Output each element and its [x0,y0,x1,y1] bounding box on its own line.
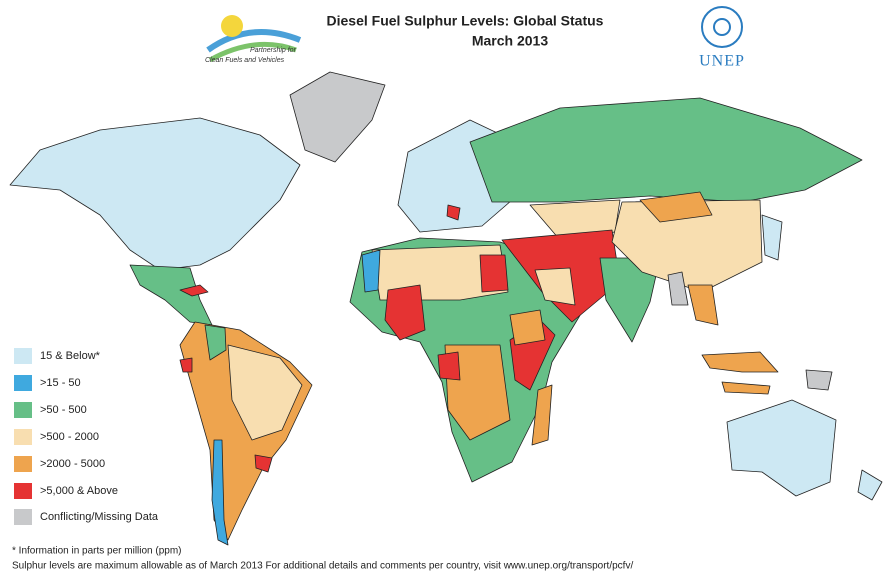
logo-sun [221,15,243,37]
subtitle: March 2013 [472,33,548,49]
country-region [179,357,193,373]
country-region [469,97,863,203]
country-region [9,117,301,271]
legend-swatch [14,456,32,472]
legend-label: >5,000 & Above [40,485,118,497]
legend-label: >15 - 50 [40,377,81,389]
country-region [437,351,461,381]
logo-swoosh [208,41,297,63]
country-region [129,264,213,326]
country-region [857,469,883,501]
logo-text: Partnership for [250,47,297,54]
country-region [361,249,381,293]
country-region [254,454,273,473]
country-region [531,384,553,446]
country-region [761,214,783,261]
country-region [805,369,833,391]
country-region [371,244,509,301]
country-region [667,271,689,306]
country-region [227,344,303,441]
legend-label: >2000 - 5000 [40,458,105,470]
country-region [701,351,779,373]
unep-logo: UNEP [699,6,745,70]
logo-text: Clean Fuels and Vehicles [205,57,285,64]
country-region [687,284,719,326]
country-region [509,309,546,346]
country-region [179,284,209,297]
partner-logo: Partnership for Clean Fuels and Vehicles [205,15,302,64]
legend-label: Conflicting/Missing Data [40,511,159,523]
country-region [534,267,576,306]
legend-swatch [14,509,32,525]
logo-emblem [713,18,731,36]
country-region [639,191,713,223]
footnote: Sulphur levels are maximum allowable as … [12,561,633,572]
legend-swatch [14,402,32,418]
legend-label: >50 - 500 [40,404,87,416]
country-region [384,284,426,341]
legend-swatch [14,483,32,499]
logo-swoosh [206,29,302,53]
logo-text: UNEP [699,53,745,70]
legend-label: 15 & Below* [40,350,101,362]
legend: 15 & Below* >15 - 50 >50 - 500 >500 - 2000 >… [14,348,159,525]
footnote: * Information in parts per million (ppm) [12,546,182,557]
country-region [721,381,771,395]
legend-swatch [14,375,32,391]
country-region [204,324,227,361]
world-map [9,71,883,546]
country-region [444,344,511,441]
legend-swatch [14,348,32,364]
legend-swatch [14,429,32,445]
country-region [726,399,837,497]
country-region [479,254,509,293]
country-region [446,204,461,221]
legend-label: >500 - 2000 [40,431,99,443]
country-region [289,71,386,163]
logo-emblem [701,6,743,48]
country-region [211,439,229,546]
title: Diesel Fuel Sulphur Levels: Global Statu… [327,13,604,29]
